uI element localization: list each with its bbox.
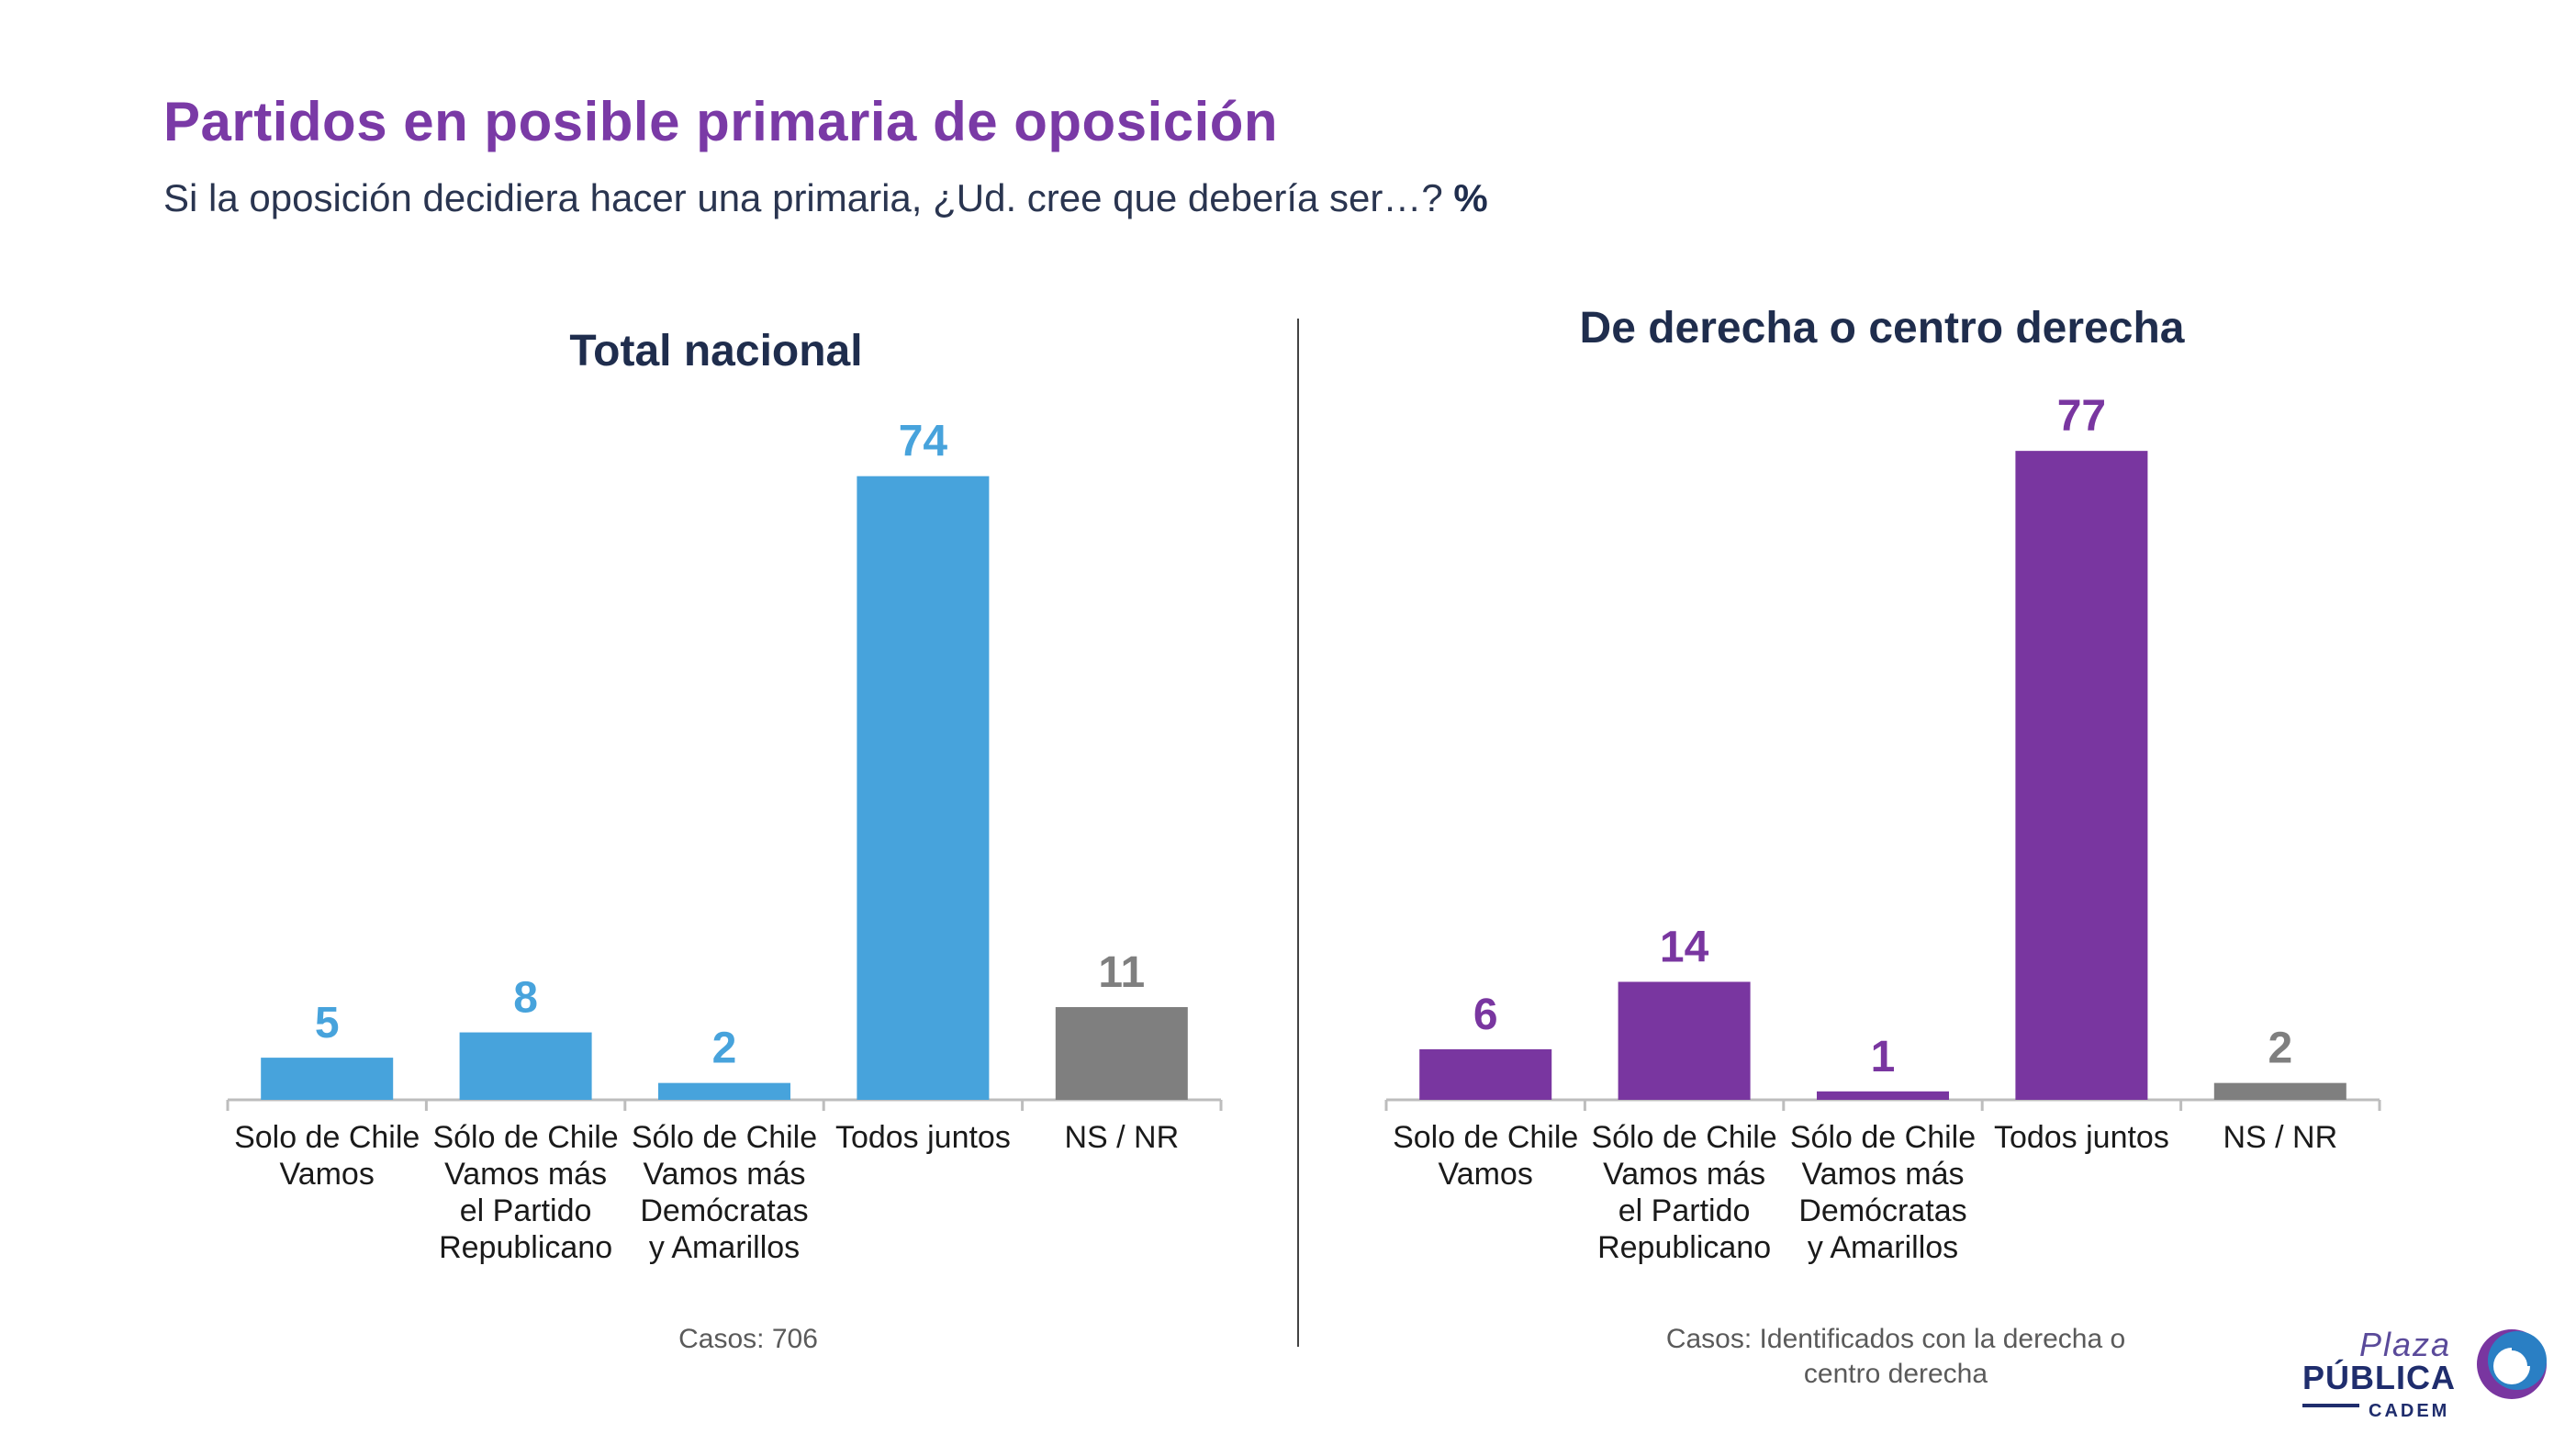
logo-swirl-icon <box>2477 1329 2547 1399</box>
category-label: Solo de Chile Vamos <box>1393 1120 1578 1192</box>
casos-value: 706 <box>771 1324 818 1354</box>
page-title: Partidos en posible primaria de oposició… <box>163 91 1279 152</box>
bar <box>1817 1091 1949 1100</box>
data-label: 5 <box>315 999 340 1047</box>
logo-underline <box>2302 1404 2359 1407</box>
subtitle-unit: % <box>1453 176 1488 219</box>
data-label: 2 <box>2268 1025 2292 1073</box>
chart-panel-derecha: 6 Solo de Chile Vamos 14 Sólo de Chile Vamos … <box>1384 392 2381 1265</box>
logo-line-plaza: Plaza <box>2358 1326 2451 1363</box>
chart-panel-total-nacional: 5 Solo de Chile Vamos 8 Sólo de Chile Vamos m… <box>226 418 1223 1265</box>
data-label: 2 <box>712 1025 737 1073</box>
category-label: NS / NR <box>1064 1120 1179 1155</box>
bar <box>2213 1082 2346 1100</box>
subtitle-text: Si la oposición decidiera hacer una prim… <box>163 176 1443 219</box>
casos-note-right: Casos: Identificados con la derecha o ce… <box>1634 1322 2157 1392</box>
bar <box>658 1082 790 1100</box>
casos-note-left: Casos: 706 <box>551 1322 946 1357</box>
category-label: Todos juntos <box>835 1120 1011 1155</box>
data-label: 8 <box>513 974 538 1023</box>
casos-value: Identificados con la derecha o centro de… <box>1759 1324 2126 1389</box>
category-label: NS / NR <box>2223 1120 2337 1155</box>
bar <box>857 476 990 1100</box>
data-label: 14 <box>1660 923 1709 971</box>
logo-line-cadem: CADEM <box>2369 1401 2450 1421</box>
category-label: Sólo de Chile Vamos más Demócratas y Amaril… <box>632 1120 817 1265</box>
data-label: 74 <box>899 418 948 466</box>
bar <box>1419 1048 1552 1100</box>
logo-line-publica: PÚBLICA <box>2302 1359 2456 1396</box>
data-label: 6 <box>1473 991 1498 1039</box>
casos-label: Casos: <box>678 1324 765 1354</box>
category-label: Solo de Chile Vamos <box>234 1120 420 1192</box>
bar <box>459 1032 592 1100</box>
bar <box>2015 451 2148 1100</box>
category-label: Todos juntos <box>1994 1120 2169 1155</box>
page-subtitle: Si la oposición decidiera hacer una prim… <box>163 176 1488 220</box>
chart-title-total-nacional: Total nacional <box>569 327 863 375</box>
bar <box>1055 1007 1188 1100</box>
plaza-publica-cadem-logo: Plaza PÚBLICA CADEM <box>2302 1320 2550 1430</box>
panel-divider <box>1297 319 1299 1347</box>
chart-title-derecha: De derecha o centro derecha <box>1579 304 2185 353</box>
data-label: 77 <box>2057 392 2106 441</box>
data-label: 11 <box>1098 948 1145 997</box>
category-label: Sólo de Chile Vamos más el Partido Republic… <box>1591 1120 1776 1265</box>
bar <box>1618 981 1751 1100</box>
category-label: Sólo de Chile Vamos más el Partido Republic… <box>432 1120 618 1265</box>
casos-label: Casos: <box>1665 1324 1753 1354</box>
bar <box>261 1058 394 1100</box>
category-label: Sólo de Chile Vamos más Demócratas y Amaril… <box>1790 1120 1976 1265</box>
data-label: 1 <box>1871 1033 1896 1081</box>
